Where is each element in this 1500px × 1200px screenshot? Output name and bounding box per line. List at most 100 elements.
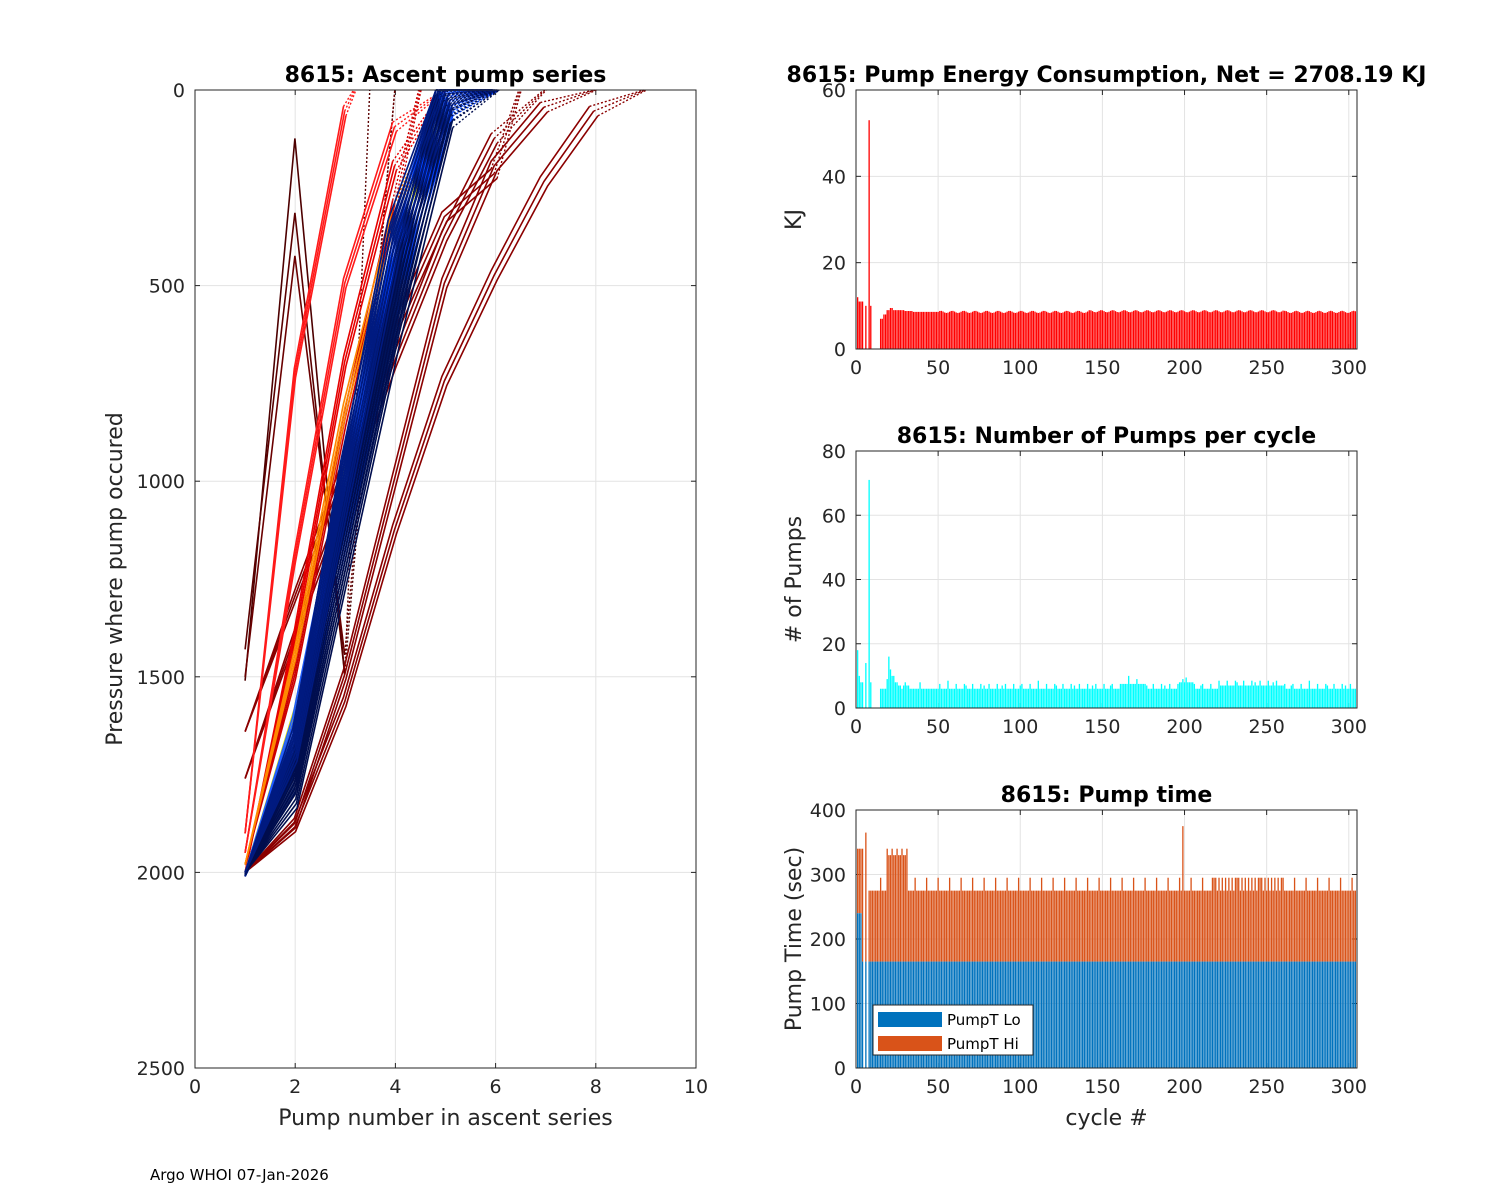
pumptime-bar-hi (1211, 877, 1214, 962)
pumptime-bar-hi (1197, 890, 1199, 962)
pumptime-bar-lo (1238, 961, 1240, 1068)
pumptime-bar-lo (1088, 961, 1090, 1068)
pumptime-bar-hi (1282, 877, 1284, 962)
pumptime-bar-lo (1349, 961, 1352, 1068)
pumptime-bar-lo (1055, 961, 1058, 1068)
pumps-bar (1009, 688, 1012, 708)
pumptime-bar-hi (893, 855, 895, 962)
pumptime-bar-hi (1216, 890, 1219, 962)
pumps-bar (921, 688, 923, 708)
energy-bar (1105, 312, 1107, 349)
pumps-bar (891, 675, 893, 709)
pumptime-bar-hi (1339, 877, 1342, 962)
pumps-bar (886, 679, 888, 708)
pumps-bar (1303, 688, 1306, 708)
energy-bar (868, 120, 870, 349)
pumptime-bar-lo (1063, 961, 1066, 1068)
pumptime-bar-hi (1330, 890, 1332, 962)
pumptime-bar-hi (1063, 877, 1066, 962)
pumps-border (855, 450, 1358, 709)
energy-bar (1251, 310, 1253, 349)
pumps-bar (937, 688, 939, 708)
pumps-bar (1001, 685, 1003, 708)
pumps-bar (1279, 685, 1281, 708)
energy-bar (1351, 311, 1353, 349)
pumptime-bar-hi (861, 848, 864, 962)
pumptime-bar-lo (1280, 961, 1283, 1068)
pumptime-bar-hi (1116, 890, 1118, 962)
pumptime-bar-hi (1247, 877, 1250, 962)
ascent-title: 8615: Ascent pump series (285, 63, 607, 88)
pumptime-bar-lo (1215, 961, 1217, 1068)
pumptime-bar-lo (1198, 961, 1200, 1068)
energy-bar (955, 312, 957, 349)
energy-bar (1224, 310, 1227, 349)
pumptime-bar-hi (1123, 890, 1125, 962)
pumptime-bar-lo (1152, 961, 1154, 1068)
ascent-series-surface-dotted (447, 89, 498, 119)
energy-title: 8615: Pump Energy Consumption, Net = 270… (787, 63, 1427, 88)
pumptime-bar-hi (1019, 890, 1021, 962)
pumps-bar (1170, 688, 1173, 708)
energy-bar (942, 311, 944, 349)
pumps-bar (925, 688, 928, 708)
pumptime-bar-lo (1195, 961, 1197, 1068)
pumptime-bar-hi (1040, 877, 1043, 962)
energy-bar (1014, 312, 1016, 349)
energy-bar (1238, 310, 1240, 349)
pumptime-bar-lo (1272, 961, 1274, 1068)
pumps-bar (985, 688, 987, 708)
pumptime-bar-hi (894, 855, 897, 962)
pumps-bar (1226, 680, 1228, 708)
pumptime-bar-hi (856, 848, 859, 914)
pumptime-bar-hi (1354, 890, 1357, 962)
pumptime-bar-lo (1162, 961, 1164, 1068)
ascent-ylabel: Pressure where pump occured (103, 412, 128, 745)
pumptime-bar-lo (1257, 961, 1260, 1068)
energy-bar (1139, 312, 1141, 349)
pumptime-bar-lo (1144, 961, 1146, 1068)
pumptime-bar-lo (1267, 961, 1269, 1068)
pumptime-bar-lo (1244, 961, 1246, 1068)
pumptime-bar-lo (1108, 961, 1110, 1068)
pumptime-bar-hi (1272, 890, 1274, 962)
energy-bar (899, 310, 901, 349)
pumps-bar (922, 688, 924, 708)
pumptime-bar-hi (1126, 890, 1128, 962)
pumps-bar (939, 683, 941, 708)
pumps-bar (1213, 688, 1215, 708)
pumptime-bar-lo (1141, 961, 1143, 1068)
pumps-bar (899, 685, 901, 708)
pumps-bar (1208, 688, 1210, 708)
pumps-bar (1318, 688, 1320, 708)
energy-bar (1136, 310, 1138, 349)
energy-bar (1109, 310, 1112, 349)
pumptime-bar-hi (945, 890, 947, 962)
energy-bar (1026, 312, 1028, 349)
energy-bar (860, 301, 862, 349)
energy-bar (1206, 311, 1209, 349)
pumps-bar (1036, 688, 1038, 708)
energy-bar (893, 310, 895, 349)
pumptime-bar-hi (1008, 890, 1010, 962)
energy-bar (935, 311, 938, 349)
pumptime-bar-lo (1231, 961, 1233, 1068)
energy-bar (1241, 311, 1243, 349)
energy-bar (1103, 311, 1105, 349)
pumptime-bar-hi (1078, 890, 1081, 962)
pumptime-title: 8615: Pump time (1001, 783, 1213, 808)
ascent-series-surface-dotted (440, 89, 494, 94)
energy-bar (1013, 312, 1015, 349)
energy-xtick-label: 200 (1166, 357, 1202, 379)
pumptime-bar-hi (924, 890, 926, 962)
ascent-ytick-label: 500 (149, 276, 185, 298)
pumptime-bar-lo (1139, 961, 1141, 1068)
pumptime-bar-hi (1303, 890, 1306, 962)
pumptime-bar-lo (1060, 961, 1062, 1068)
pumptime-bar-hi (904, 855, 906, 962)
energy-bar (1269, 311, 1271, 349)
energy-bar (1293, 311, 1296, 349)
pumps-bar (967, 688, 969, 708)
pumptime-bar-hi (968, 890, 970, 962)
energy-bar (1052, 311, 1054, 349)
